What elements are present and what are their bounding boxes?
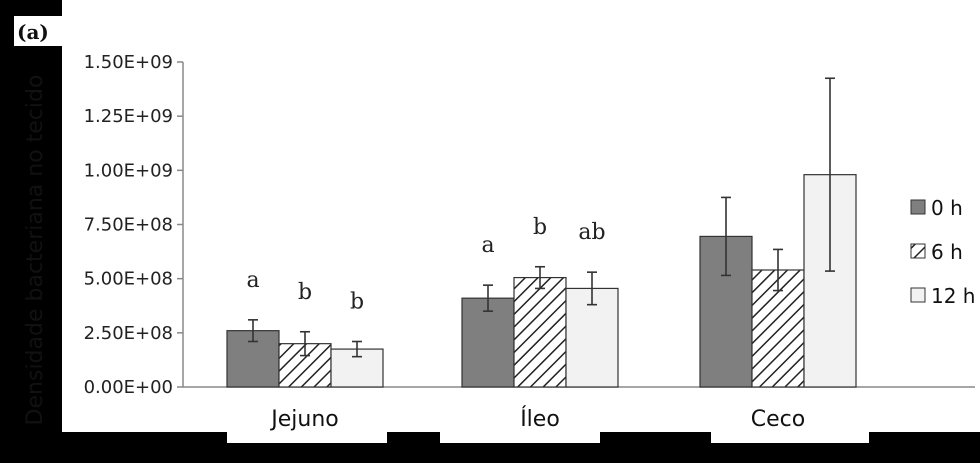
y-tick-label: 1.50E+09 [84, 52, 173, 73]
bar [513, 276, 567, 388]
y-axis-label: Densidade bacteriana no tecido [23, 75, 48, 426]
significance-letter: ab [578, 220, 605, 245]
x-category-label: Íleo [520, 406, 560, 432]
legend-label: 6 h [931, 240, 963, 264]
significance-letter: b [350, 290, 364, 315]
y-tick-label: 0.00E+00 [84, 377, 173, 398]
y-tick-label: 1.00E+09 [84, 160, 173, 181]
legend-swatch [910, 243, 926, 259]
category-label-box-ileo [440, 400, 600, 443]
bar [461, 297, 515, 388]
y-tick-label: 7.50E+08 [84, 215, 173, 236]
panel-label: (a) [17, 20, 49, 44]
category-label-box-ceco [711, 400, 869, 443]
significance-letter: a [246, 268, 259, 293]
legend-label: 12 h [931, 284, 975, 308]
legend-swatch [910, 287, 926, 303]
y-tick-label: 5.00E+08 [84, 269, 173, 290]
legend-swatch [910, 199, 926, 215]
category-label-box-jejuno [227, 400, 387, 443]
y-tick-label: 1.25E+09 [84, 106, 173, 127]
y-tick-label: 2.50E+08 [84, 323, 173, 344]
panel-label-box [14, 16, 62, 46]
significance-letter: a [481, 233, 494, 258]
legend-label: 0 h [931, 196, 963, 220]
x-category-label: Jejuno [269, 407, 338, 432]
significance-letter: b [298, 280, 312, 305]
x-category-label: Ceco [751, 407, 805, 432]
significance-letter: b [533, 215, 547, 240]
